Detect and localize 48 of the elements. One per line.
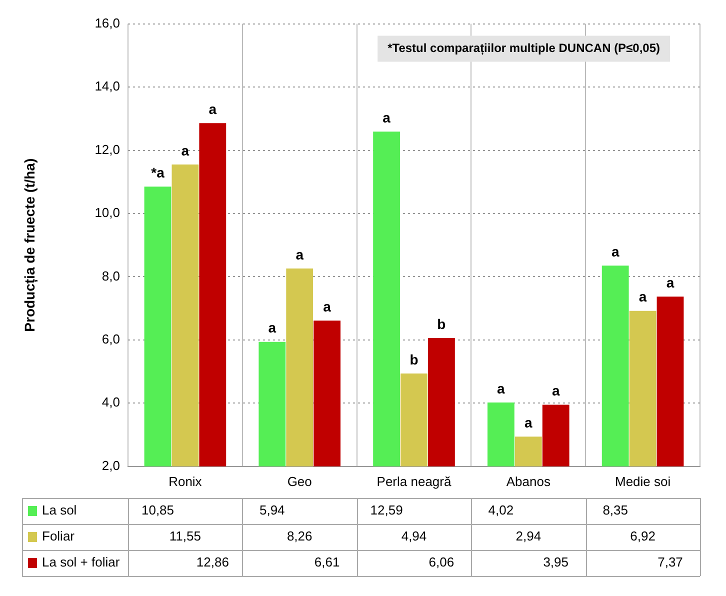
- data-label: 6,92: [630, 528, 656, 544]
- annotation: *Testul comparațiilor multiple DUNCAN (P≤0,05): [388, 41, 660, 56]
- legend-label: Foliar: [42, 528, 76, 544]
- y-tick-label: 16,0: [94, 15, 120, 30]
- x-tick-label: Perla neagră: [376, 474, 452, 489]
- annotation: a: [611, 244, 620, 260]
- annotation: a: [382, 109, 391, 126]
- annotation: a: [296, 246, 304, 262]
- annotation: a: [638, 288, 647, 305]
- annotation: a: [666, 274, 674, 290]
- y-tick-label: 10,0: [94, 205, 120, 220]
- annotation: b: [410, 351, 418, 368]
- x-tick-label: Ronix: [168, 474, 202, 489]
- x-tick-label: Abanos: [506, 474, 551, 489]
- data-label: 6,06: [428, 554, 454, 570]
- x-tick-label: Medie soi: [614, 474, 671, 489]
- data-label: 12,59: [370, 502, 403, 518]
- annotation: a: [268, 320, 276, 336]
- annotation: a: [552, 382, 560, 399]
- data-label: 12,86: [196, 554, 229, 570]
- data-label: 8,26: [286, 528, 312, 544]
- data-label: 4,02: [488, 502, 514, 518]
- annotation: a: [323, 298, 332, 315]
- data-label: 6,61: [314, 554, 340, 570]
- legend-label: La sol + foliar: [42, 554, 120, 570]
- y-tick-label: 14,0: [94, 78, 120, 94]
- data-label: 8,35: [602, 502, 628, 518]
- annotation: a: [181, 142, 190, 158]
- annotation: a: [208, 100, 217, 117]
- y-tick-label: 8,0: [102, 268, 120, 284]
- data-label: 11,55: [169, 528, 201, 544]
- y-tick-label: 12,0: [94, 142, 120, 157]
- y-tick-label: 4,0: [102, 394, 120, 410]
- y-tick-label: 6,0: [102, 332, 120, 347]
- data-label: 2,94: [516, 528, 542, 544]
- data-label: 7,37: [658, 554, 683, 570]
- y-axis-title: Producția de fruecte (t/ha): [21, 158, 38, 332]
- legend-label: La sol: [42, 502, 77, 518]
- y-tick-label: 2,0: [102, 458, 120, 473]
- x-tick-label: Geo: [287, 474, 312, 489]
- annotation: a: [524, 414, 532, 431]
- annotation: a: [497, 380, 506, 396]
- data-label: 4,94: [401, 528, 427, 544]
- annotation: b: [437, 316, 446, 332]
- data-label: 3,95: [543, 554, 569, 570]
- annotation: *a: [151, 164, 165, 180]
- data-label: 10,85: [141, 502, 174, 518]
- data-label: 5,94: [259, 502, 285, 518]
